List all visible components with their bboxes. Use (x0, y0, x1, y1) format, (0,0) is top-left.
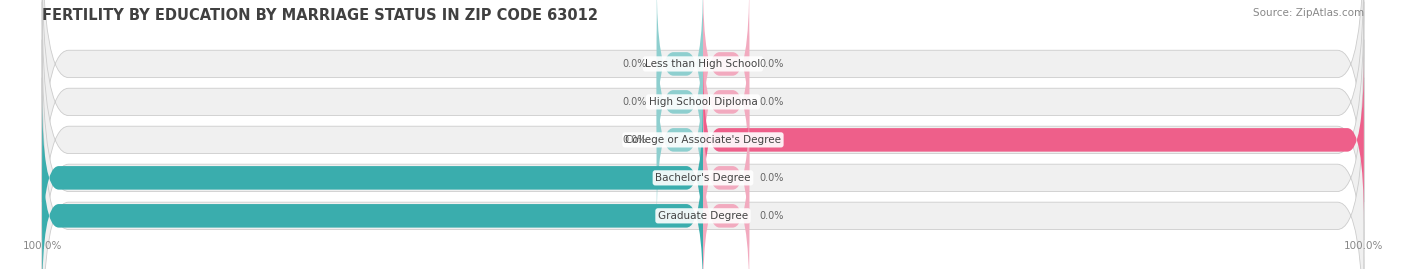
FancyBboxPatch shape (42, 77, 1364, 269)
Text: College or Associate's Degree: College or Associate's Degree (626, 135, 780, 145)
Text: 0.0%: 0.0% (759, 173, 783, 183)
FancyBboxPatch shape (42, 133, 703, 269)
Text: 100.0%: 100.0% (0, 211, 32, 221)
Text: 0.0%: 0.0% (623, 135, 647, 145)
Text: Source: ZipAtlas.com: Source: ZipAtlas.com (1253, 8, 1364, 18)
Text: 100.0%: 100.0% (0, 173, 32, 183)
Text: 0.0%: 0.0% (759, 59, 783, 69)
Text: 0.0%: 0.0% (759, 211, 783, 221)
Text: 0.0%: 0.0% (623, 97, 647, 107)
FancyBboxPatch shape (42, 2, 1364, 269)
FancyBboxPatch shape (42, 0, 1364, 202)
Text: FERTILITY BY EDUCATION BY MARRIAGE STATUS IN ZIP CODE 63012: FERTILITY BY EDUCATION BY MARRIAGE STATU… (42, 8, 598, 23)
FancyBboxPatch shape (703, 95, 749, 261)
FancyBboxPatch shape (657, 57, 703, 223)
FancyBboxPatch shape (703, 57, 1364, 223)
FancyBboxPatch shape (42, 40, 1364, 269)
FancyBboxPatch shape (42, 0, 1364, 240)
Text: High School Diploma: High School Diploma (648, 97, 758, 107)
FancyBboxPatch shape (703, 19, 749, 185)
Text: Bachelor's Degree: Bachelor's Degree (655, 173, 751, 183)
FancyBboxPatch shape (657, 19, 703, 185)
Text: 0.0%: 0.0% (623, 59, 647, 69)
FancyBboxPatch shape (42, 95, 703, 261)
Text: 0.0%: 0.0% (759, 97, 783, 107)
Text: Graduate Degree: Graduate Degree (658, 211, 748, 221)
Text: 100.0%: 100.0% (1374, 135, 1406, 145)
FancyBboxPatch shape (657, 0, 703, 147)
FancyBboxPatch shape (703, 133, 749, 269)
FancyBboxPatch shape (703, 0, 749, 147)
Text: Less than High School: Less than High School (645, 59, 761, 69)
